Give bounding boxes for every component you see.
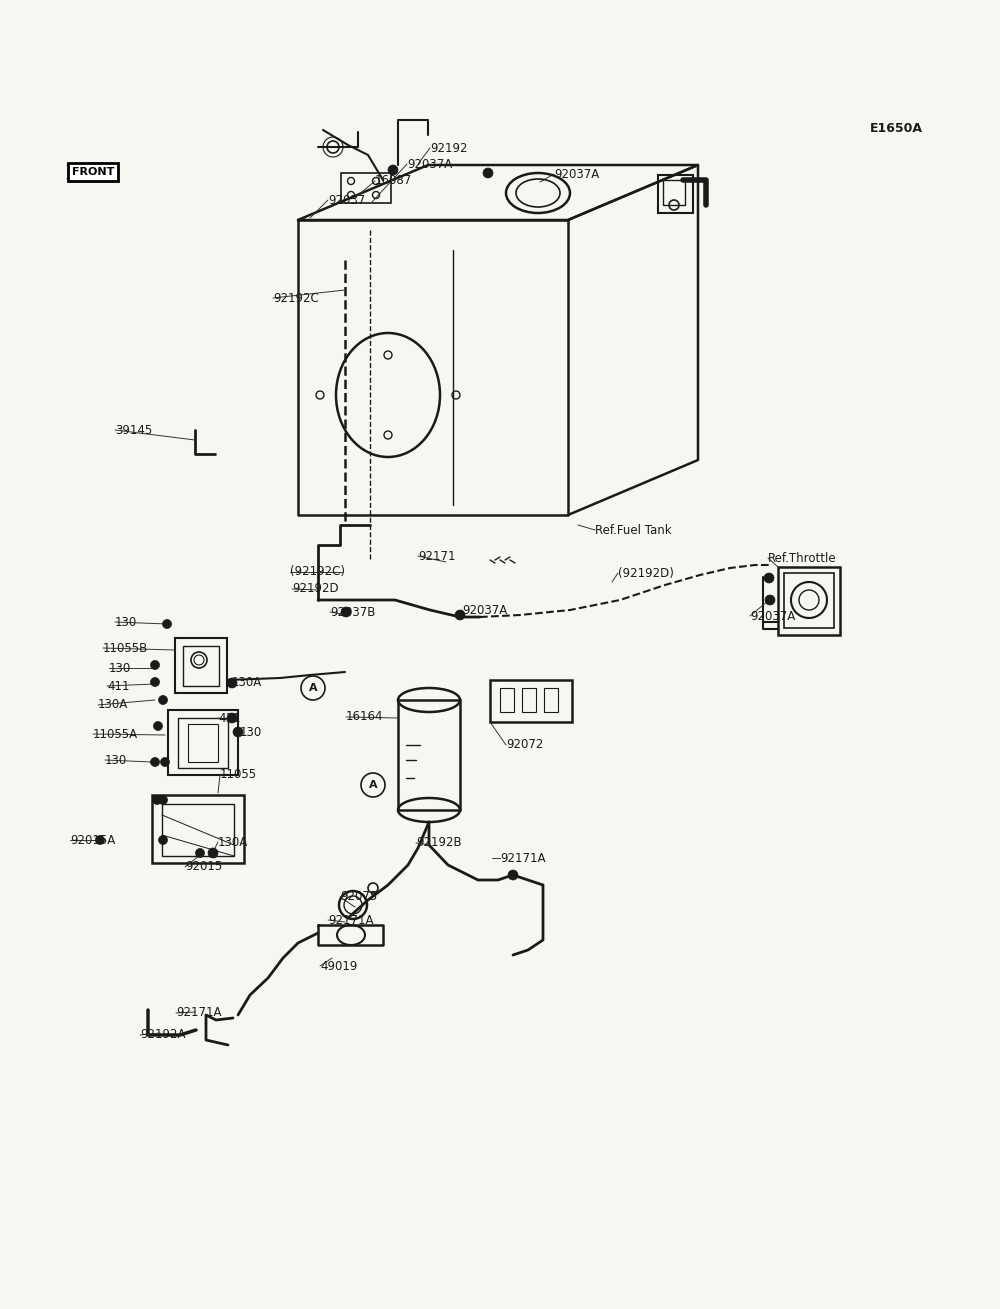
- Text: 92192A: 92192A: [140, 1029, 186, 1042]
- Bar: [663, 181, 685, 206]
- Text: FRONT: FRONT: [72, 168, 114, 177]
- Text: 11055: 11055: [220, 768, 257, 781]
- Text: 92171A: 92171A: [328, 914, 374, 927]
- Bar: [175, 637, 227, 692]
- Circle shape: [208, 848, 218, 857]
- Bar: [188, 724, 218, 762]
- Circle shape: [158, 835, 168, 844]
- Circle shape: [150, 661, 160, 669]
- Text: 39145: 39145: [115, 424, 152, 436]
- Text: 92015: 92015: [185, 860, 222, 873]
- Bar: [544, 689, 558, 712]
- Text: 92015A: 92015A: [70, 834, 115, 847]
- Text: 130: 130: [115, 615, 137, 628]
- Text: 92171: 92171: [418, 550, 456, 563]
- Circle shape: [341, 607, 351, 617]
- Text: 92192B: 92192B: [416, 836, 462, 850]
- Bar: [784, 573, 834, 628]
- Circle shape: [227, 678, 237, 689]
- Circle shape: [233, 726, 243, 737]
- Circle shape: [765, 596, 775, 605]
- Circle shape: [388, 165, 398, 175]
- Text: (92192D): (92192D): [618, 567, 674, 580]
- Text: 92192C: 92192C: [273, 292, 319, 305]
- Text: 92037A: 92037A: [750, 610, 795, 623]
- Bar: [162, 804, 234, 856]
- Circle shape: [508, 870, 518, 880]
- Bar: [341, 173, 391, 203]
- Circle shape: [158, 796, 168, 805]
- Text: 130A: 130A: [232, 677, 262, 690]
- Text: 92037: 92037: [328, 194, 365, 207]
- Circle shape: [154, 721, 162, 730]
- Text: 11055A: 11055A: [93, 728, 138, 741]
- Text: Ref.Fuel Tank: Ref.Fuel Tank: [595, 524, 672, 537]
- Text: 16087: 16087: [375, 174, 412, 187]
- Text: 92192: 92192: [430, 141, 468, 154]
- Text: (92192C): (92192C): [290, 565, 345, 579]
- Text: 16164: 16164: [346, 711, 384, 724]
- Text: 92072: 92072: [506, 738, 543, 751]
- Text: 130: 130: [105, 754, 127, 767]
- Circle shape: [158, 695, 168, 704]
- Text: 92037A: 92037A: [407, 157, 452, 170]
- Circle shape: [152, 796, 162, 805]
- Text: 130: 130: [240, 725, 262, 738]
- Bar: [500, 689, 514, 712]
- Text: 92171A: 92171A: [176, 1007, 222, 1020]
- Circle shape: [196, 848, 205, 857]
- Text: 92171A: 92171A: [500, 851, 546, 864]
- Text: 411: 411: [107, 679, 130, 692]
- Text: E1650A: E1650A: [870, 122, 923, 135]
- Text: 130: 130: [109, 661, 131, 674]
- Text: A: A: [369, 780, 377, 791]
- Text: 130A: 130A: [218, 835, 248, 848]
- Text: A: A: [309, 683, 317, 692]
- Text: 92192D: 92192D: [292, 583, 339, 596]
- Bar: [178, 719, 228, 768]
- Text: 92075: 92075: [340, 890, 377, 903]
- Circle shape: [455, 610, 465, 620]
- Bar: [658, 175, 693, 213]
- Text: 411: 411: [218, 712, 240, 724]
- Text: Ref.Throttle: Ref.Throttle: [768, 551, 837, 564]
- Text: 92037B: 92037B: [330, 606, 375, 618]
- Text: 49019: 49019: [320, 959, 357, 973]
- Circle shape: [160, 758, 170, 767]
- Bar: [183, 647, 219, 686]
- Circle shape: [96, 835, 104, 844]
- Circle shape: [150, 678, 160, 686]
- Bar: [778, 567, 840, 635]
- Circle shape: [764, 573, 774, 583]
- Bar: [152, 795, 244, 863]
- Bar: [522, 689, 536, 712]
- Bar: [490, 679, 572, 723]
- Text: 11055B: 11055B: [103, 641, 148, 654]
- Bar: [398, 700, 460, 810]
- Circle shape: [150, 758, 160, 767]
- Circle shape: [227, 713, 237, 723]
- Bar: [168, 709, 238, 775]
- Text: 92037A: 92037A: [462, 603, 507, 617]
- Text: 92037A: 92037A: [554, 168, 599, 181]
- Text: 130A: 130A: [98, 699, 128, 712]
- Circle shape: [162, 619, 172, 628]
- Circle shape: [483, 168, 493, 178]
